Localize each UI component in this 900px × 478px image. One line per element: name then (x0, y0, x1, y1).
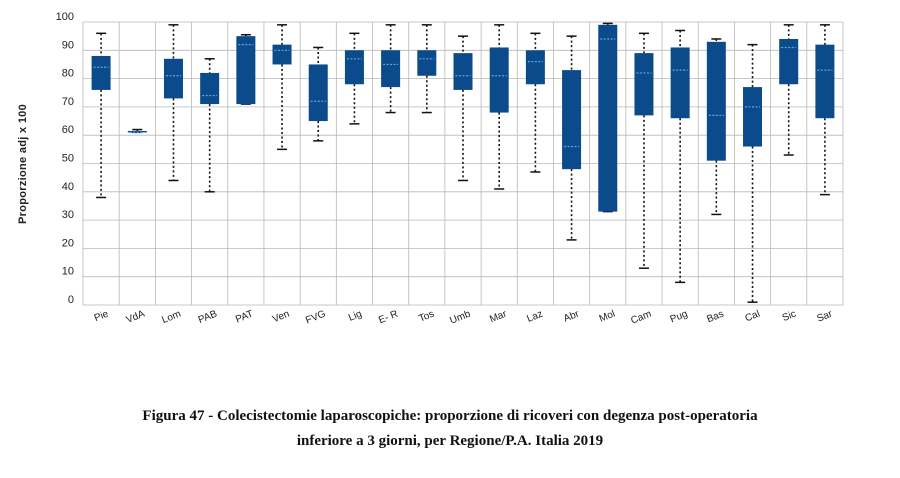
x-tick-label: E- R (377, 309, 400, 327)
box-fvg (308, 46, 328, 142)
x-tick-label: Cam (629, 309, 653, 327)
box-iqr (562, 70, 582, 170)
box-iqr (200, 72, 220, 105)
caption-line-2: inferiore a 3 giorni, per Regione/P.A. I… (296, 433, 604, 449)
x-tick-label: Lig (347, 309, 364, 324)
box-iqr (525, 50, 545, 85)
box-iqr (779, 38, 799, 85)
x-tick-label: Laz (525, 309, 544, 325)
box-iqr (163, 58, 183, 99)
y-tick-label: 100 (56, 11, 74, 23)
box-iqr (743, 87, 763, 147)
boxplot-chart: 0 10 20 30 40 50 60 70 80 90 100 Pie VdA Lom PAB PAT Ve… (17, 11, 844, 327)
y-tick-label: 10 (62, 266, 74, 278)
figure-caption: Figura 47 - Colecistectomie laparoscopic… (0, 404, 900, 454)
box-sic (779, 24, 799, 156)
caption-line-1: Figura 47 - Colecistectomie laparoscopic… (142, 408, 758, 424)
x-tick-label: Sar (815, 308, 834, 324)
x-tick-label: VdA (125, 308, 147, 325)
box-pab (200, 58, 220, 193)
box-iqr (634, 53, 654, 116)
box-abr (562, 35, 582, 241)
box-iqr (815, 44, 835, 119)
box-iqr (417, 50, 437, 76)
box-ven (272, 24, 292, 151)
box-pat (236, 33, 256, 105)
x-tick-label: Umb (448, 308, 472, 326)
y-tick-label: 40 (62, 181, 74, 193)
box-lig (344, 32, 364, 125)
box-cam (634, 32, 654, 269)
x-tick-label: Lom (160, 309, 182, 326)
box-iqr (453, 53, 473, 90)
x-tick-label: Sic (781, 309, 798, 324)
x-tick-label: Mar (488, 308, 509, 325)
x-tick-label: Pie (93, 308, 111, 324)
x-tick-label: PAT (234, 309, 255, 326)
y-tick-label: 20 (62, 237, 74, 249)
x-tick-label: Bas (705, 309, 725, 326)
box-pug (670, 29, 690, 284)
y-axis: 0 10 20 30 40 50 60 70 80 90 100 (56, 11, 74, 306)
y-axis-label: Proporzione adj x 100 (17, 104, 29, 224)
y-tick-label: 90 (62, 39, 74, 51)
y-tick-label: 0 (68, 294, 74, 306)
box-mol (598, 22, 618, 213)
box-iqr (670, 47, 690, 119)
y-tick-label: 50 (62, 153, 74, 165)
box-sar (815, 24, 835, 196)
box-er (381, 24, 401, 114)
y-tick-label: 30 (62, 209, 74, 221)
box-iqr (272, 44, 292, 65)
x-axis: Pie VdA Lom PAB PAT Ven FVG Lig E- R Tos Umb Mar Laz… (93, 308, 835, 326)
box-mar (489, 24, 509, 190)
box-cal (743, 43, 763, 303)
box-iqr (236, 36, 256, 105)
box-tos (417, 24, 437, 114)
x-tick-label: Abr (562, 308, 581, 324)
x-tick-label: Cal (744, 309, 762, 325)
x-tick-label: Pug (669, 309, 690, 326)
box-bas (706, 38, 726, 216)
box-iqr (598, 24, 618, 212)
box-vda (127, 128, 147, 134)
y-tick-label: 70 (62, 96, 74, 108)
x-tick-label: PAB (197, 308, 219, 326)
box-lom (163, 24, 183, 182)
box-iqr (381, 50, 401, 88)
y-tick-label: 80 (62, 68, 74, 80)
x-tick-label: Tos (417, 309, 436, 325)
box-pie (91, 32, 111, 199)
box-iqr (489, 47, 509, 113)
box-iqr (308, 64, 328, 122)
box-laz (525, 32, 545, 173)
box-iqr (91, 55, 111, 90)
x-tick-label: Ven (271, 309, 291, 326)
x-tick-label: FVG (304, 309, 327, 327)
x-tick-label: Mol (598, 309, 617, 325)
y-tick-label: 60 (62, 124, 74, 136)
boxes (91, 22, 835, 303)
box-iqr (127, 130, 147, 133)
box-iqr (344, 50, 364, 85)
box-umb (453, 35, 473, 182)
box-iqr (706, 41, 726, 161)
